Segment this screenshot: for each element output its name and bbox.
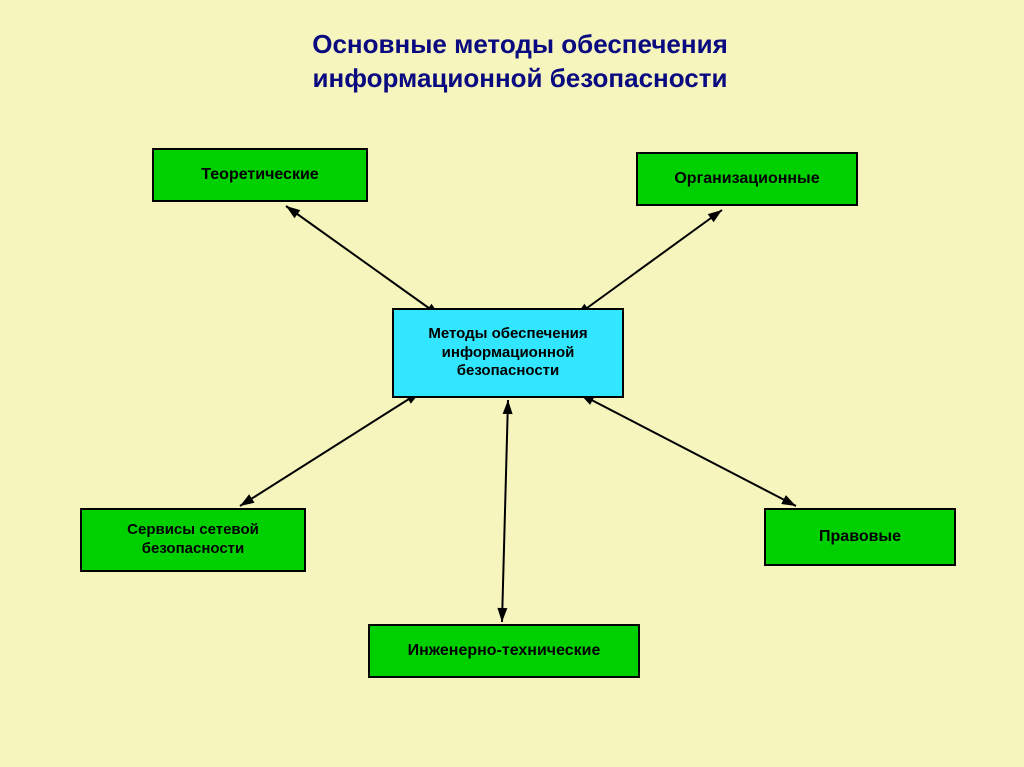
- node-engineering: Инженерно-технические: [368, 624, 640, 678]
- node-legal: Правовые: [764, 508, 956, 566]
- node-organizational-label: Организационные: [674, 169, 819, 189]
- diagram-canvas: Основные методы обеспечения информационн…: [0, 0, 1024, 767]
- node-network-label: Сервисы сетевой безопасности: [127, 521, 259, 559]
- node-center: Методы обеспечения информационной безопа…: [392, 308, 624, 398]
- node-engineering-label: Инженерно-технические: [408, 641, 601, 661]
- node-theoretical: Теоретические: [152, 148, 368, 202]
- node-theoretical-label: Теоретические: [201, 165, 318, 185]
- diagram-title: Основные методы обеспечения информационн…: [240, 28, 800, 96]
- node-legal-label: Правовые: [819, 527, 901, 547]
- node-organizational: Организационные: [636, 152, 858, 206]
- node-center-label: Методы обеспечения информационной безопа…: [428, 325, 587, 381]
- node-network: Сервисы сетевой безопасности: [80, 508, 306, 572]
